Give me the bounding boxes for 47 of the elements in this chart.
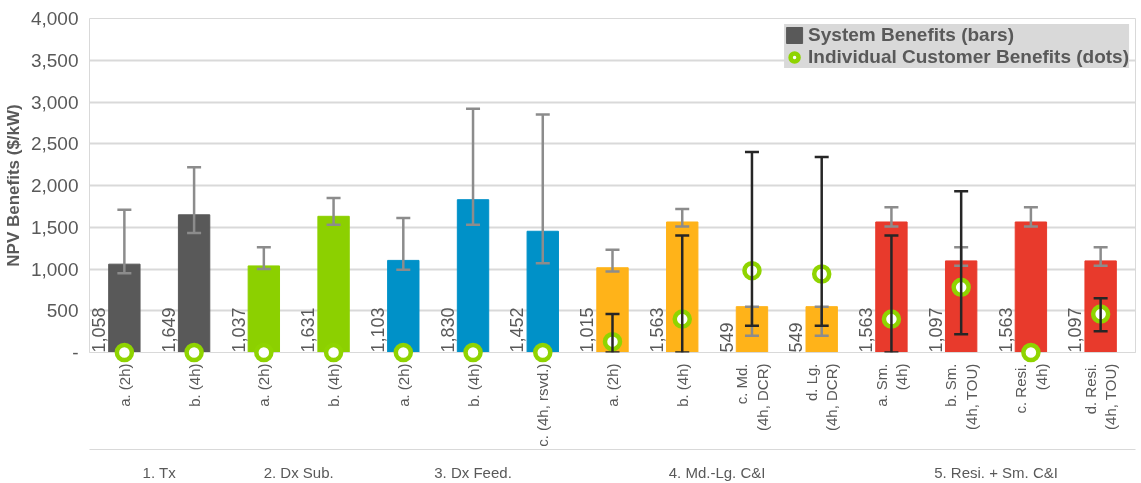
data-label: 1,097 [1065, 307, 1086, 353]
data-label: 1,649 [158, 307, 179, 353]
y-tick-label: 3,500 [30, 49, 79, 71]
y-tick-label: 500 [46, 300, 79, 322]
x-tick-label: d. Lg. (4h, DCR) [803, 363, 841, 432]
y-tick-label: - [72, 342, 79, 363]
x-tick-label: b. (4h) [185, 363, 203, 407]
data-label: 1,015 [577, 307, 598, 353]
x-tick-label: a. (2h) [115, 363, 133, 407]
x-tick-label: b. Sm. (4h, TOU) [942, 363, 980, 430]
data-label: 1,563 [856, 307, 877, 353]
x-tick-label: d. Resi. (4h, TOU) [1081, 363, 1120, 430]
data-label: 1,830 [437, 307, 458, 353]
x-tick-label: a. (2h) [604, 363, 621, 407]
data-label: 1,097 [925, 307, 946, 353]
text: 5. Resi. + Sm. C&I [934, 463, 1058, 481]
text: 3. Dx Feed. [434, 463, 512, 481]
y-tick-label: 3,000 [30, 91, 79, 113]
y-tick-label: 4,000 [30, 8, 79, 29]
y-tick-label: 1,500 [30, 216, 79, 238]
x-tick-label: a. (2h) [394, 363, 412, 407]
data-label: 1,563 [995, 307, 1016, 353]
x-tick-label: c. Resi. (4h) [1012, 363, 1050, 414]
x-tick-label: a. (2h) [255, 363, 273, 407]
data-label: 1,563 [646, 307, 667, 353]
data-label: 1,452 [507, 307, 528, 353]
data-label: 1,631 [298, 307, 319, 353]
data-label: 549 [786, 322, 807, 353]
x-tick-label: a. Sm. (4h) [872, 363, 911, 407]
x-tick-label: b. (4h) [673, 363, 691, 407]
data-label: 1,037 [228, 307, 249, 353]
y-tick-label: 1,000 [30, 258, 79, 280]
x-tick-label: c. Md. (4h, DCR) [733, 363, 771, 432]
data-label: 549 [716, 322, 737, 353]
x-tick-label: b. (4h) [325, 363, 343, 407]
text: 4. Md.-Lg. C&I [668, 463, 766, 481]
y-tick-label: 2,500 [30, 133, 79, 155]
text: 1. Tx [142, 463, 177, 481]
x-tick-label: b. (4h) [464, 363, 482, 407]
text: 2. Dx Sub. [263, 463, 334, 481]
x-tick-label: c. (4h, rsvd.) [534, 363, 552, 447]
data-label: 1,058 [89, 307, 110, 353]
legend-label: System Benefits (bars) [808, 24, 1014, 46]
data-label: 1,103 [368, 307, 388, 353]
y-axis-title: NPV Benefits ($/kW) [3, 104, 23, 267]
legend-label: Individual Customer Benefits (dots) [808, 46, 1129, 68]
y-tick-label: 2,000 [30, 175, 79, 196]
